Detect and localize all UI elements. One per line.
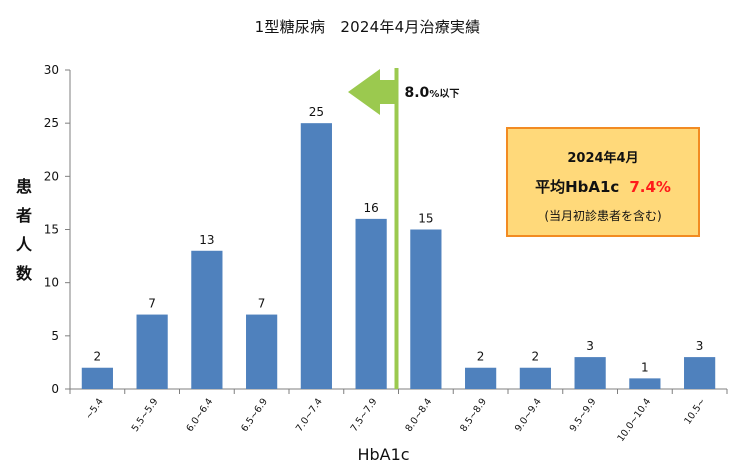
bar-0 <box>81 367 113 389</box>
summary-average: 平均HbA1c 7.4% <box>508 176 698 197</box>
y-tick-label-0: 0 <box>51 382 59 396</box>
summary-average-value: 7.4% <box>629 178 671 196</box>
x-tick-label-3: 6.5~6.9 <box>239 396 270 434</box>
threshold-label-value: 8.0 <box>405 85 430 101</box>
x-tick-label-2: 6.0~6.4 <box>184 396 215 434</box>
x-tick-label-1: 5.5~5.9 <box>130 396 161 434</box>
x-tick-label-11: 10.5~ <box>682 396 708 426</box>
summary-month: 2024年4月 <box>567 151 639 166</box>
x-tick-label-7: 8.5~8.9 <box>458 396 489 434</box>
bar-value-label-7: 2 <box>477 350 485 364</box>
bar-7 <box>465 367 497 389</box>
threshold-arrow-icon <box>348 69 395 115</box>
x-tick-label-5: 7.5~7.9 <box>349 396 380 434</box>
bar-value-label-10: 1 <box>641 360 649 374</box>
chart-title: 1型糖尿病 2024年4月治療実績 <box>254 18 481 36</box>
bar-value-label-3: 7 <box>258 297 266 311</box>
bar-value-label-5: 16 <box>363 201 378 215</box>
y-tick-label-10: 10 <box>44 276 59 290</box>
y-tick-label-15: 15 <box>44 223 59 237</box>
y-axis-label-char-4: 数 <box>15 264 32 283</box>
summary-note: (当月初診患者を含む) <box>544 209 662 223</box>
bar-value-label-11: 3 <box>696 339 704 353</box>
threshold-label-suffix: %以下 <box>429 88 459 100</box>
y-tick-label-25: 25 <box>44 116 59 130</box>
bar-value-label-8: 2 <box>532 350 540 364</box>
bar-9 <box>574 357 606 389</box>
bar-value-label-2: 13 <box>199 233 214 247</box>
bar-5 <box>355 218 387 389</box>
bar-8 <box>519 367 551 389</box>
y-axis-label-char-2: 者 <box>15 206 32 225</box>
bar-6 <box>410 229 442 389</box>
y-axis-label-char-1: 患 <box>15 177 32 196</box>
x-tick-label-9: 9.5~9.9 <box>568 396 599 434</box>
x-tick-label-8: 9.0~9.4 <box>513 396 544 434</box>
x-tick-label-4: 7.0~7.4 <box>294 396 325 434</box>
x-tick-label-10: 10.0~10.4 <box>615 396 653 443</box>
summary-box: 2024年4月 平均HbA1c 7.4% (当月初診患者を含む) <box>506 127 700 237</box>
bar-1 <box>136 314 168 389</box>
y-tick-label-5: 5 <box>51 329 59 343</box>
x-axis-label: HbA1c <box>357 445 410 464</box>
x-tick-label-0: ~5.4 <box>84 396 106 421</box>
bar-value-label-0: 2 <box>94 350 102 364</box>
bar-value-label-6: 15 <box>418 212 433 226</box>
threshold-label: 8.0%以下 <box>405 85 460 101</box>
bar-2 <box>191 250 223 389</box>
bar-11 <box>684 357 716 389</box>
y-axis-label: 患 者 人 数 <box>10 172 38 288</box>
y-tick-label-30: 30 <box>44 63 59 77</box>
bar-value-label-9: 3 <box>586 339 594 353</box>
bar-10 <box>629 378 661 389</box>
x-tick-label-6: 8.0~8.4 <box>403 396 434 434</box>
bar-value-label-1: 7 <box>148 297 156 311</box>
bar-4 <box>300 123 332 390</box>
summary-average-label: 平均HbA1c <box>535 178 620 196</box>
bar-3 <box>246 314 278 389</box>
bar-value-label-4: 25 <box>309 105 324 119</box>
y-tick-label-20: 20 <box>44 169 59 183</box>
y-axis-label-char-3: 人 <box>15 235 32 254</box>
